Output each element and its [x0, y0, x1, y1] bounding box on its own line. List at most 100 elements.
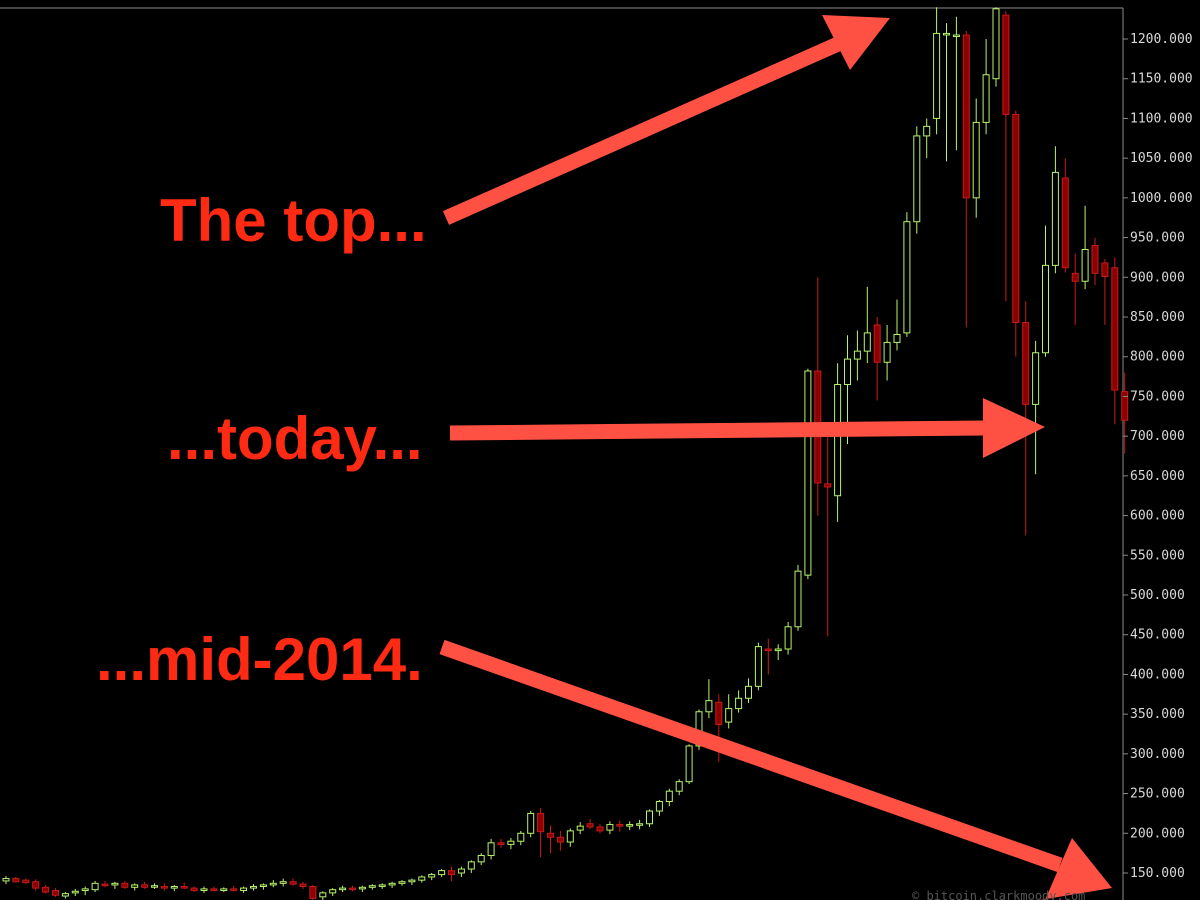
candle-body — [398, 881, 406, 884]
candle-down — [1111, 257, 1119, 425]
candle-body — [220, 888, 228, 891]
annotation-today: ...today... — [167, 405, 423, 472]
candle-body — [477, 855, 485, 863]
candle-body — [319, 892, 327, 898]
candle-body — [774, 648, 782, 652]
candle-body — [735, 697, 743, 710]
candle-body — [240, 887, 248, 891]
candle-up — [933, 7, 941, 135]
candle-down — [52, 888, 59, 897]
candle-up — [725, 694, 733, 729]
candle-body — [834, 384, 842, 497]
candle-up — [754, 642, 762, 691]
candle-body — [1101, 262, 1109, 277]
y-tick-label: 1150.000 — [1130, 72, 1193, 87]
y-tick-label: 900.000 — [1130, 270, 1185, 285]
candle-body — [408, 879, 416, 883]
candle-up — [457, 866, 465, 877]
candle-body — [913, 135, 921, 223]
candle-body — [42, 886, 50, 893]
candle-body — [566, 830, 574, 843]
candle-body — [190, 887, 198, 891]
candle-body — [1111, 267, 1119, 391]
candle-up — [378, 883, 386, 889]
candle-body — [22, 879, 30, 884]
candle-body — [418, 876, 426, 881]
candle-body — [883, 341, 891, 363]
candle-body — [448, 870, 455, 876]
candle-body — [210, 888, 218, 891]
candle-up — [487, 838, 495, 860]
candle-body — [81, 888, 89, 891]
candle-up — [329, 888, 337, 897]
candle-down — [497, 838, 505, 848]
candle-up — [250, 884, 257, 891]
candle-down — [616, 820, 624, 832]
candle-up — [636, 819, 644, 830]
candle-body — [675, 781, 683, 792]
candle-up — [81, 886, 89, 896]
y-tick-label: 300.000 — [1130, 747, 1185, 762]
y-tick-label: 600.000 — [1130, 509, 1185, 524]
candle-up — [943, 23, 950, 162]
candle-body — [259, 884, 267, 888]
candle-body — [1022, 322, 1030, 405]
y-tick-label: 400.000 — [1130, 667, 1185, 682]
candle-down — [141, 881, 149, 889]
candle-body — [1071, 272, 1079, 282]
candle-body — [1042, 264, 1049, 354]
candle-up — [745, 678, 752, 704]
candle-body — [943, 32, 950, 36]
candle-down — [289, 878, 297, 886]
candle-body — [230, 888, 238, 891]
y-tick-label: 750.000 — [1130, 389, 1185, 404]
candle-down — [22, 878, 30, 885]
candle-down — [547, 825, 554, 854]
candle-up — [893, 299, 901, 351]
candle-body — [269, 882, 277, 886]
candle-body — [636, 823, 644, 826]
candle-up — [834, 363, 842, 522]
candle-down — [537, 807, 545, 858]
candle-body — [1061, 177, 1069, 269]
arrow-to-today — [449, 398, 1045, 458]
candle-body — [467, 861, 475, 870]
candle-up — [794, 564, 802, 631]
candle-body — [32, 881, 40, 889]
candle-body — [358, 886, 366, 890]
candle-up — [774, 644, 782, 661]
candle-up — [368, 884, 376, 890]
candle-down — [1002, 11, 1010, 302]
candle-body — [715, 701, 723, 725]
candle-body — [764, 648, 772, 652]
candle-body — [1121, 391, 1129, 421]
candle-body — [250, 886, 257, 889]
candle-down — [190, 886, 198, 893]
candle-down — [210, 886, 218, 892]
candle-up — [388, 881, 396, 889]
candle-body — [923, 125, 931, 137]
candle-up — [1081, 205, 1089, 290]
candle-body — [1081, 248, 1089, 282]
candle-up — [665, 788, 673, 807]
candle-body — [101, 883, 109, 887]
candle-up — [398, 880, 406, 886]
candle-body — [685, 745, 693, 783]
candle-body — [1012, 113, 1020, 324]
candle-up — [358, 885, 366, 893]
candle-down — [1012, 110, 1020, 357]
candle-body — [962, 34, 970, 199]
candle-up — [923, 118, 931, 159]
candle-up — [91, 880, 99, 893]
candle-body — [170, 886, 178, 889]
candle-up — [804, 368, 812, 580]
candle-body — [893, 333, 901, 343]
candle-down — [299, 881, 307, 889]
candle-body — [299, 883, 307, 888]
y-tick-label: 1200.000 — [1130, 32, 1193, 47]
y-tick-label: 700.000 — [1130, 429, 1185, 444]
candle-body — [121, 882, 129, 888]
candle-up — [913, 126, 921, 234]
candle-down — [32, 879, 40, 891]
